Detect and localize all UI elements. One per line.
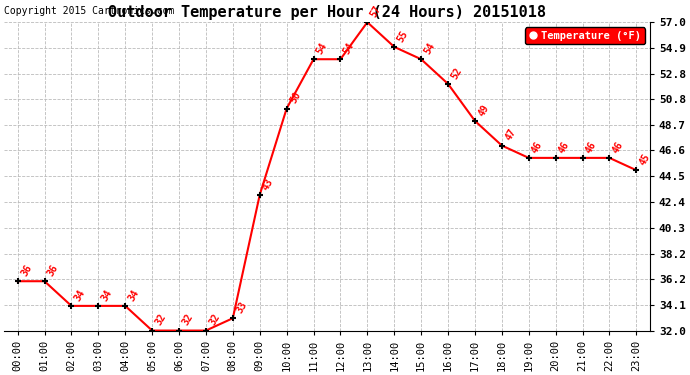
Text: 32: 32 xyxy=(207,312,221,327)
Text: 52: 52 xyxy=(449,66,464,81)
Text: 36: 36 xyxy=(19,263,34,278)
Text: 43: 43 xyxy=(261,177,275,192)
Text: 46: 46 xyxy=(557,140,571,155)
Text: 46: 46 xyxy=(530,140,544,155)
Text: 34: 34 xyxy=(126,288,141,303)
Text: 54: 54 xyxy=(315,41,329,56)
Text: 34: 34 xyxy=(72,288,88,303)
Text: 47: 47 xyxy=(503,127,518,142)
Title: Outdoor Temperature per Hour (24 Hours) 20151018: Outdoor Temperature per Hour (24 Hours) … xyxy=(108,4,546,20)
Text: 33: 33 xyxy=(234,300,248,315)
Legend: Temperature (°F): Temperature (°F) xyxy=(525,27,644,44)
Text: 45: 45 xyxy=(638,152,652,167)
Text: 54: 54 xyxy=(422,41,437,56)
Text: 57: 57 xyxy=(368,4,383,19)
Text: 34: 34 xyxy=(99,288,115,303)
Text: 46: 46 xyxy=(611,140,625,155)
Text: 36: 36 xyxy=(46,263,61,278)
Text: 46: 46 xyxy=(584,140,598,155)
Text: 49: 49 xyxy=(476,103,491,118)
Text: 55: 55 xyxy=(395,28,410,44)
Text: 32: 32 xyxy=(180,312,195,327)
Text: 32: 32 xyxy=(153,312,168,327)
Text: 54: 54 xyxy=(342,41,356,56)
Text: 50: 50 xyxy=(288,90,302,105)
Text: Copyright 2015 Cartronics.com: Copyright 2015 Cartronics.com xyxy=(4,6,175,16)
